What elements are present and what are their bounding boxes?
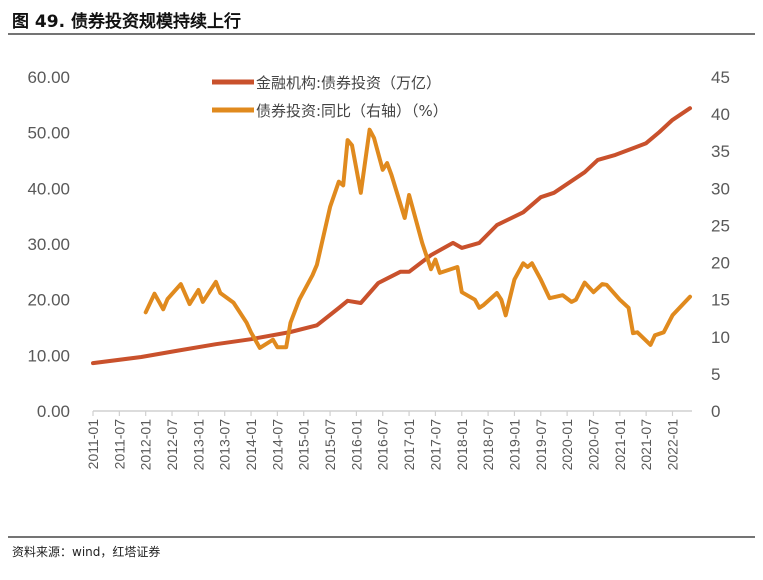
y-right-tick-label: 40 xyxy=(711,105,730,124)
y-left-tick-label: 10.00 xyxy=(27,346,70,365)
x-tick-label: 2017-01 xyxy=(401,419,417,471)
legend: 金融机构:债券投资（万亿） 债券投资:同比（右轴）（%） xyxy=(212,74,448,120)
legend-label-yoy: 债券投资:同比（右轴）（%） xyxy=(256,102,448,120)
source-note: 资料来源：wind，红塔证券 xyxy=(12,544,160,559)
series-line-bond-investment xyxy=(91,106,692,366)
x-tick-label: 2021-07 xyxy=(638,419,654,471)
x-tick-label: 2012-01 xyxy=(138,419,154,471)
legend-label-bond-investment: 金融机构:债券投资（万亿） xyxy=(256,74,441,92)
x-tick-label: 2014-07 xyxy=(269,419,285,471)
y-right-tick-label: 20 xyxy=(711,254,730,273)
y-left-tick-label: 30.00 xyxy=(27,235,70,254)
y-right-tick-label: 45 xyxy=(711,68,730,87)
x-tick-label: 2011-07 xyxy=(111,419,127,470)
y-right-tick-label: 30 xyxy=(711,179,730,198)
x-tick-label: 2020-07 xyxy=(585,419,601,471)
y-left-tick-label: 40.00 xyxy=(27,179,70,198)
y-left-tick-label: 60.00 xyxy=(27,68,70,87)
y-right-tick-label: 5 xyxy=(711,365,720,384)
x-tick-label: 2015-07 xyxy=(322,419,338,471)
y-right-tick-label: 15 xyxy=(711,291,730,310)
series-line-yoy xyxy=(143,127,692,350)
x-tick-label: 2013-01 xyxy=(190,419,206,471)
x-tick-label: 2018-01 xyxy=(454,419,470,471)
y-right-tick-label: 10 xyxy=(711,328,730,347)
x-tick-label: 2014-01 xyxy=(243,419,259,471)
x-tick-label: 2012-07 xyxy=(164,419,180,471)
x-tick-label: 2018-07 xyxy=(480,419,496,471)
figure-title: 图 49. 债券投资规模持续上行 xyxy=(12,11,241,32)
x-tick-label: 2021-01 xyxy=(612,419,628,471)
x-tick-label: 2019-07 xyxy=(533,419,549,471)
y-left-tick-label: 20.00 xyxy=(27,291,70,310)
x-tick-label: 2019-01 xyxy=(506,419,522,471)
x-tick-label: 2011-01 xyxy=(85,419,101,470)
x-tick-label: 2017-07 xyxy=(427,419,443,471)
x-tick-label: 2020-01 xyxy=(559,419,575,471)
x-tick-label: 2016-01 xyxy=(348,419,364,471)
y-right-tick-label: 0 xyxy=(711,402,720,421)
y-right-tick-label: 35 xyxy=(711,142,730,161)
x-tick-label: 2015-01 xyxy=(296,419,312,471)
y-left-tick-label: 0.00 xyxy=(37,402,70,421)
x-tick-label: 2016-07 xyxy=(375,419,391,471)
y-left-tick-label: 50.00 xyxy=(27,124,70,143)
y-right-tick-label: 25 xyxy=(711,216,730,235)
x-tick-label: 2022-01 xyxy=(664,419,680,471)
x-tick-label: 2013-07 xyxy=(217,419,233,471)
